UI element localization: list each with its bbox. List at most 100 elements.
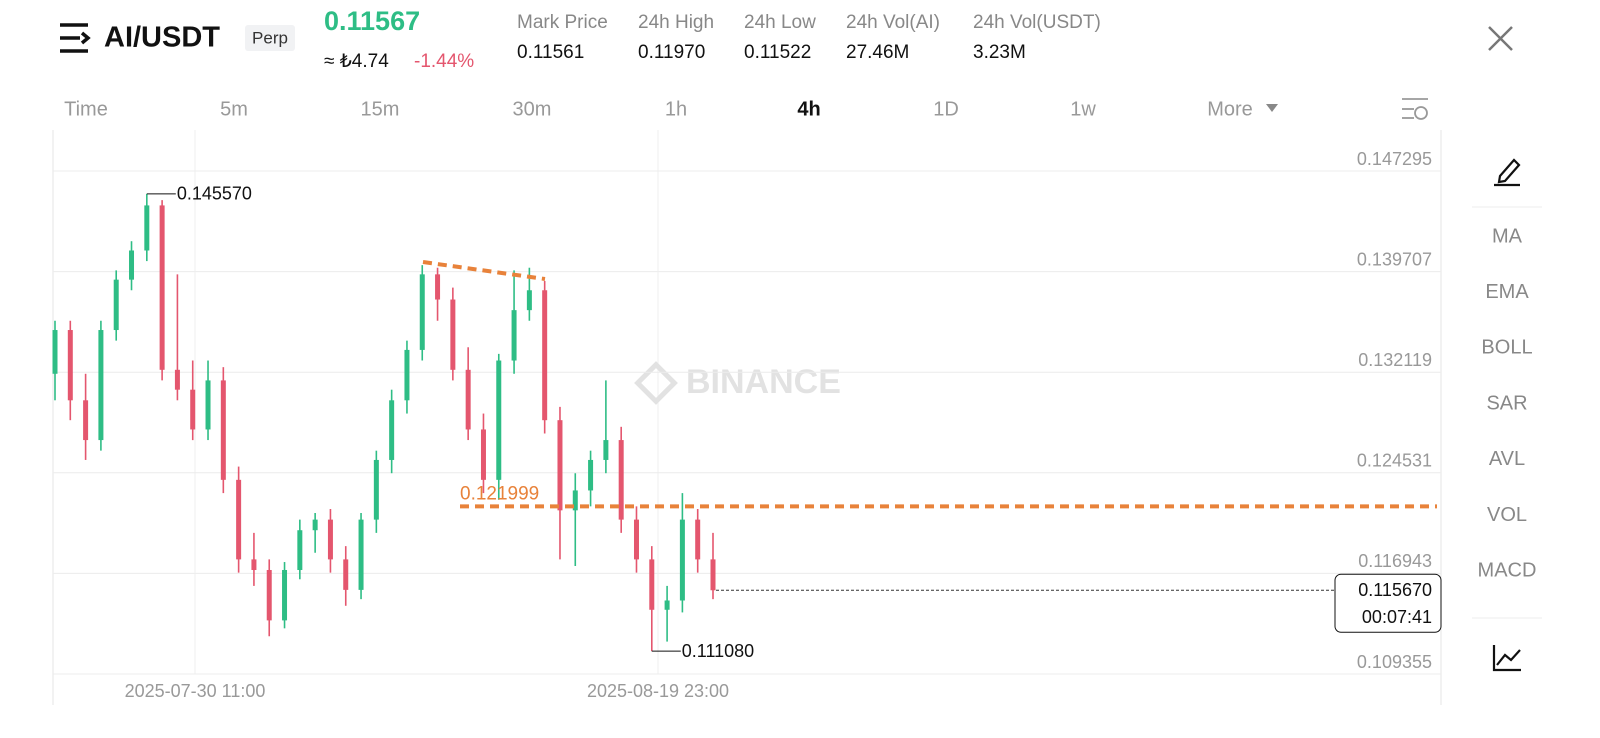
close-button[interactable] xyxy=(1488,26,1513,51)
candle-body xyxy=(603,440,609,460)
stat-value: 3.23M xyxy=(973,42,1026,63)
candle-body xyxy=(526,290,532,311)
candle-body xyxy=(190,389,196,430)
y-tick-label: 0.124531 xyxy=(1357,451,1432,471)
x-tick-label: 2025-08-19 23:00 xyxy=(587,681,729,701)
current-price-label: 0.115670 xyxy=(1358,580,1432,600)
candle-body xyxy=(220,380,226,480)
candle-body xyxy=(67,330,73,401)
countdown: 00:07:41 xyxy=(1362,607,1432,627)
candle-body xyxy=(358,519,364,590)
candle-body xyxy=(496,360,502,480)
candle-body xyxy=(404,349,410,401)
candle-body xyxy=(588,459,594,491)
watermark-logo xyxy=(634,361,678,405)
last-price: 0.11567 xyxy=(324,6,420,36)
stat-value: 0.11970 xyxy=(638,42,705,63)
interval-tab[interactable]: 1D xyxy=(933,98,959,120)
stat-label: Mark Price xyxy=(517,12,608,33)
y-tick-label: 0.116943 xyxy=(1358,551,1432,571)
candle-body xyxy=(236,479,242,560)
candle-body xyxy=(129,250,135,280)
current-price-box xyxy=(1334,573,1442,633)
interval-tab[interactable]: Time xyxy=(64,98,108,120)
candle-body xyxy=(572,490,578,511)
candle-body xyxy=(557,420,563,511)
candle-body xyxy=(98,330,104,441)
candle-body xyxy=(649,559,655,610)
candle-body xyxy=(297,530,303,570)
stat-label: 24h High xyxy=(638,12,714,33)
candle-body xyxy=(174,369,180,390)
candle-body xyxy=(343,559,349,590)
candle-body xyxy=(52,330,58,374)
stat-value: 0.11522 xyxy=(744,42,811,63)
indicator[interactable]: BOLL xyxy=(1481,337,1532,359)
y-tick-label: 0.132119 xyxy=(1358,350,1432,370)
y-tick-label: 0.147295 xyxy=(1357,149,1432,169)
watermark: BINANCE xyxy=(686,363,841,401)
interval-tab[interactable]: 15m xyxy=(361,98,400,120)
stat-value: 0.11561 xyxy=(517,42,584,63)
candle-body xyxy=(419,274,425,350)
indicator[interactable]: EMA xyxy=(1485,281,1529,303)
indicator[interactable]: AVL xyxy=(1489,448,1525,470)
candle-body xyxy=(251,559,257,570)
menu-icon[interactable] xyxy=(60,23,91,53)
candle-body xyxy=(205,380,211,430)
stat-label: 24h Vol(AI) xyxy=(846,12,940,33)
y-tick-label: 0.109355 xyxy=(1357,652,1432,672)
interval-tab[interactable]: 5m xyxy=(220,98,248,120)
interval-tab[interactable]: More xyxy=(1207,98,1253,120)
interval-tab[interactable]: 4h xyxy=(797,98,820,120)
candle-body xyxy=(113,279,119,331)
indicator[interactable]: SAR xyxy=(1486,392,1527,414)
candle-body xyxy=(266,569,272,621)
candle-body xyxy=(327,519,333,560)
interval-tab[interactable]: 1w xyxy=(1070,98,1096,120)
candle-body xyxy=(664,600,670,610)
indicator[interactable]: MACD xyxy=(1478,559,1537,581)
candle-body xyxy=(144,205,150,251)
candle-body xyxy=(373,459,379,520)
chart-settings-icon[interactable] xyxy=(1402,98,1428,120)
candle-body xyxy=(679,519,685,601)
stat-value: 27.46M xyxy=(846,42,909,63)
stat-label: 24h Low xyxy=(744,12,816,33)
fiat-price: ≈ ₺4.74 xyxy=(324,51,389,72)
more-caret xyxy=(1266,104,1278,112)
candle-body xyxy=(465,369,471,430)
trendline xyxy=(422,260,546,281)
change: -1.44% xyxy=(414,51,474,72)
interval-tab[interactable]: 1h xyxy=(665,98,687,120)
candle-body xyxy=(159,205,165,370)
candle-body xyxy=(618,440,624,520)
candle-body xyxy=(710,559,716,591)
candle-body xyxy=(435,274,441,300)
level-label: 0.121999 xyxy=(460,483,539,504)
candle-body xyxy=(450,299,456,370)
candle-body xyxy=(83,400,89,441)
candle-body xyxy=(695,519,701,560)
x-tick-label: 2025-07-30 11:00 xyxy=(125,681,266,701)
candle-body xyxy=(633,519,639,560)
candle-body xyxy=(511,310,517,361)
low-label: 0.111080 xyxy=(682,641,754,661)
candle-body xyxy=(312,519,318,531)
indicator[interactable]: VOL xyxy=(1487,504,1527,526)
indicator[interactable]: MA xyxy=(1492,225,1523,247)
stat-label: 24h Vol(USDT) xyxy=(973,12,1101,33)
interval-tab[interactable]: 30m xyxy=(513,98,552,120)
high-label: 0.145570 xyxy=(177,184,252,204)
candle-body xyxy=(282,569,288,621)
draw-tool-icon[interactable] xyxy=(1494,158,1521,187)
pair[interactable]: AI/USDT xyxy=(104,22,220,54)
tag-bg xyxy=(245,25,295,51)
chart-type-icon[interactable] xyxy=(1492,645,1521,672)
candle-body xyxy=(480,429,486,480)
candle-body xyxy=(389,400,395,460)
y-tick-label: 0.139707 xyxy=(1357,249,1432,269)
candle-body xyxy=(542,290,548,421)
tag: Perp xyxy=(252,28,288,47)
